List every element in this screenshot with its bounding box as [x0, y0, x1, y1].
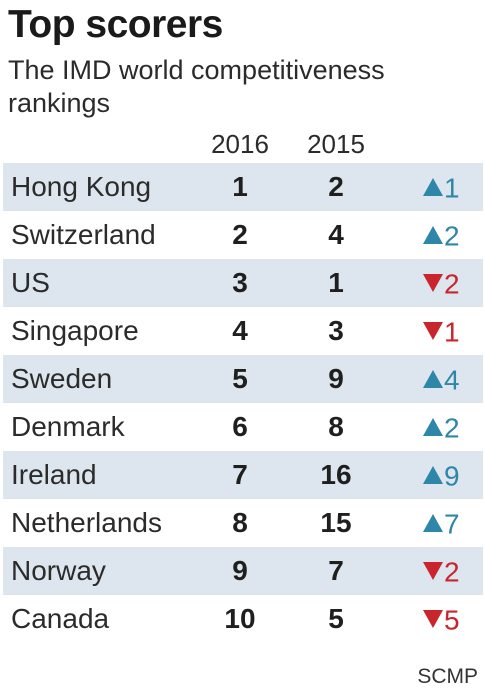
rank-2015: 2 [328, 171, 344, 202]
table-row: Sweden 5 9 4 [3, 355, 483, 403]
rank-change-value: 7 [444, 508, 460, 540]
rank-change: 2 [423, 547, 483, 595]
rank-change: 1 [423, 307, 483, 355]
rank-2015: 7 [328, 555, 344, 586]
rank-2016: 8 [232, 507, 248, 538]
rank-2016: 7 [232, 459, 248, 490]
rank-change: 2 [423, 403, 483, 451]
rank-2015: 16 [320, 459, 352, 490]
rank-2015: 3 [328, 315, 344, 346]
triangle-down-icon [423, 273, 443, 292]
table-row: Norway 9 7 2 [3, 547, 483, 595]
chart-title: Top scorers [8, 3, 223, 46]
triangle-down-icon [423, 321, 443, 340]
rank-change-value: 1 [444, 172, 460, 204]
rank-change: 5 [423, 595, 483, 643]
table-row: Ireland 7 16 9 [3, 451, 483, 499]
rank-2015: 4 [328, 219, 344, 250]
rank-change: 2 [423, 259, 483, 307]
rank-2016: 10 [224, 603, 256, 634]
country-name: Netherlands [11, 507, 162, 538]
rank-2016: 6 [232, 411, 248, 442]
column-header-2015: 2015 [307, 129, 365, 159]
country-name: Norway [11, 555, 106, 586]
country-name: Hong Kong [11, 171, 152, 202]
rank-2016: 9 [232, 555, 248, 586]
rank-change: 2 [423, 211, 483, 259]
triangle-up-icon [423, 177, 443, 196]
chart-subtitle: The IMD world competitiveness rankings [8, 55, 385, 118]
country-name: US [11, 267, 50, 298]
table-row: US 3 1 2 [3, 259, 483, 307]
rank-change-value: 4 [444, 364, 460, 396]
country-name: Canada [11, 603, 110, 634]
triangle-down-icon [423, 561, 443, 580]
triangle-up-icon [423, 465, 443, 484]
rank-change-value: 5 [444, 604, 460, 636]
rank-change-value: 9 [444, 460, 460, 492]
rank-change-value: 2 [444, 556, 460, 588]
country-name: Singapore [11, 315, 139, 346]
triangle-up-icon [423, 369, 443, 388]
rank-2016: 5 [232, 363, 248, 394]
country-name: Switzerland [11, 219, 156, 250]
rank-change: 1 [423, 163, 483, 211]
source-credit: SCMP [417, 665, 478, 688]
triangle-down-icon [423, 609, 443, 628]
rank-change-value: 2 [444, 268, 460, 300]
rank-2015: 15 [320, 507, 352, 538]
rank-change: 7 [423, 499, 483, 547]
rank-change: 4 [423, 355, 483, 403]
rank-change-value: 1 [444, 316, 460, 348]
rank-change: 9 [423, 451, 483, 499]
rank-2015: 8 [328, 411, 344, 442]
rank-2016: 1 [232, 171, 248, 202]
rankings-table: Hong Kong 1 2 1 Switzerland 2 4 2 US 3 1 2 Singapore… [3, 163, 483, 643]
rank-2016: 3 [232, 267, 248, 298]
triangle-up-icon [423, 513, 443, 532]
rank-2015: 5 [328, 603, 344, 634]
rank-2015: 9 [328, 363, 344, 394]
column-header-2016: 2016 [211, 129, 269, 159]
country-name: Ireland [11, 459, 97, 490]
table-row: Canada 10 5 5 [3, 595, 483, 643]
table-row: Netherlands 8 15 7 [3, 499, 483, 547]
rank-2015: 1 [328, 267, 344, 298]
triangle-up-icon [423, 225, 443, 244]
table-row: Switzerland 2 4 2 [3, 211, 483, 259]
country-name: Denmark [11, 411, 125, 442]
country-name: Sweden [11, 363, 113, 394]
rank-2016: 4 [232, 315, 248, 346]
rank-change-value: 2 [444, 220, 460, 252]
table-row: Hong Kong 1 2 1 [3, 163, 483, 211]
rank-2016: 2 [232, 219, 248, 250]
rank-change-value: 2 [444, 412, 460, 444]
triangle-up-icon [423, 417, 443, 436]
table-row: Singapore 4 3 1 [3, 307, 483, 355]
table-row: Denmark 6 8 2 [3, 403, 483, 451]
